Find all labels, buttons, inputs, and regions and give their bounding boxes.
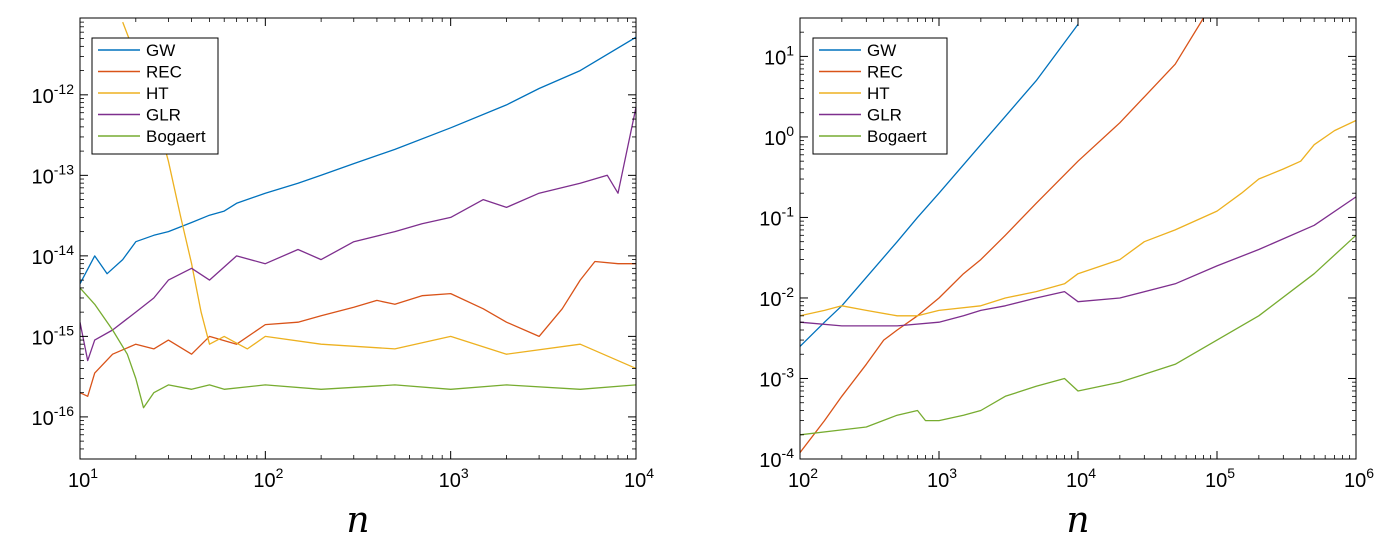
y-tick-label: 101: [764, 42, 794, 69]
y-tick-exponent: -2: [782, 284, 795, 300]
y-tick-base: 10: [32, 86, 54, 108]
series-line-bogaert: [800, 234, 1356, 436]
series-line-glr: [800, 196, 1356, 327]
axes-frame: [79, 17, 637, 460]
x-tick-label: 104: [1066, 465, 1096, 492]
x-tick-exponent: 2: [810, 465, 818, 481]
y-tick-base: 10: [32, 166, 54, 188]
y-tick-base: 10: [759, 208, 781, 230]
series-line-glr: [80, 107, 636, 362]
x-tick-exponent: 1: [90, 465, 98, 481]
y-tick-base: 10: [759, 450, 781, 472]
chart-left: 101 102 103 10410-1610-1510-1410-1310-12nGW…: [32, 17, 654, 541]
legend-label-bogaert: Bogaert: [146, 127, 206, 146]
x-tick-label: 105: [1205, 465, 1235, 492]
y-tick-exponent: -16: [54, 403, 74, 419]
legend-label-rec: REC: [867, 63, 903, 82]
x-tick-exponent: 2: [276, 465, 284, 481]
series-line-bogaert: [80, 287, 636, 409]
x-tick-label: 101: [68, 465, 98, 492]
x-tick-exponent: 4: [1088, 465, 1096, 481]
x-tick-exponent: 4: [646, 465, 654, 481]
series-line-gw: [800, 24, 1079, 347]
x-tick-exponent: 3: [949, 465, 957, 481]
legend-label-gw: GW: [867, 41, 896, 60]
y-tick-exponent: -12: [54, 81, 74, 97]
y-tick-label: 10-14: [32, 242, 75, 269]
series-line-ht: [800, 119, 1356, 317]
y-tick-exponent: -13: [54, 161, 74, 177]
y-tick-base: 10: [764, 47, 786, 69]
y-tick-label: 10-16: [32, 403, 75, 430]
y-tick-base: 10: [764, 128, 786, 150]
y-tick-label: 10-12: [32, 81, 75, 108]
x-tick-exponent: 3: [461, 465, 469, 481]
x-tick-label: 102: [788, 465, 818, 492]
x-tick-label: 103: [439, 465, 469, 492]
x-axis-label: n: [346, 500, 369, 541]
x-tick-exponent: 5: [1227, 465, 1235, 481]
y-tick-label: 10-15: [32, 322, 75, 349]
y-tick-exponent: 1: [786, 42, 794, 58]
x-tick-base: 10: [1066, 470, 1088, 492]
y-tick-exponent: -3: [782, 364, 795, 380]
legend-label-rec: REC: [146, 63, 182, 82]
x-tick-exponent: 6: [1366, 465, 1374, 481]
legend-label-ht: HT: [867, 84, 890, 103]
legend-label-ht: HT: [146, 84, 169, 103]
x-tick-base: 10: [927, 470, 949, 492]
y-tick-exponent: 0: [786, 123, 794, 139]
legend-label-glr: GLR: [146, 106, 181, 125]
y-tick-label: 100: [764, 123, 794, 150]
legend: GW REC HT GLR Bogaert: [812, 37, 948, 155]
y-tick-base: 10: [759, 289, 781, 311]
legend-label-bogaert: Bogaert: [867, 127, 927, 146]
y-tick-label: 10-13: [32, 161, 75, 188]
chart-right: 102 103 104 105 10610-410-310-210-1100101nGW…: [759, 17, 1374, 541]
x-tick-base: 10: [253, 470, 275, 492]
legend-label-gw: GW: [146, 41, 175, 60]
x-tick-base: 10: [788, 470, 810, 492]
series-line-rec: [800, 18, 1205, 453]
y-tick-base: 10: [759, 369, 781, 391]
y-tick-base: 10: [32, 247, 54, 269]
y-tick-label: 10-3: [759, 364, 794, 391]
x-tick-base: 10: [68, 470, 90, 492]
y-tick-label: 10-4: [759, 445, 794, 472]
x-tick-base: 10: [1205, 470, 1227, 492]
series-line-rec: [80, 260, 636, 397]
x-tick-base: 10: [1344, 470, 1366, 492]
legend-label-glr: GLR: [867, 106, 902, 125]
x-tick-label: 104: [624, 465, 654, 492]
x-tick-base: 10: [624, 470, 646, 492]
y-tick-exponent: -4: [782, 445, 795, 461]
legend: GW REC HT GLR Bogaert: [91, 37, 219, 155]
legend-box: [91, 37, 219, 155]
x-tick-label: 102: [253, 465, 283, 492]
legend-box: [812, 37, 948, 155]
y-tick-exponent: -1: [782, 203, 795, 219]
minor-ticks: [800, 17, 1356, 459]
y-tick-base: 10: [32, 327, 54, 349]
minor-ticks: [80, 17, 636, 460]
series-line-gw: [80, 36, 636, 285]
y-tick-exponent: -15: [54, 322, 74, 338]
y-tick-base: 10: [32, 408, 54, 430]
x-tick-label: 103: [927, 465, 957, 492]
y-tick-label: 10-2: [759, 284, 794, 311]
x-tick-base: 10: [439, 470, 461, 492]
y-tick-exponent: -14: [54, 242, 74, 258]
x-axis-label: n: [1066, 500, 1089, 541]
x-tick-label: 106: [1344, 465, 1374, 492]
y-tick-label: 10-1: [759, 203, 794, 230]
